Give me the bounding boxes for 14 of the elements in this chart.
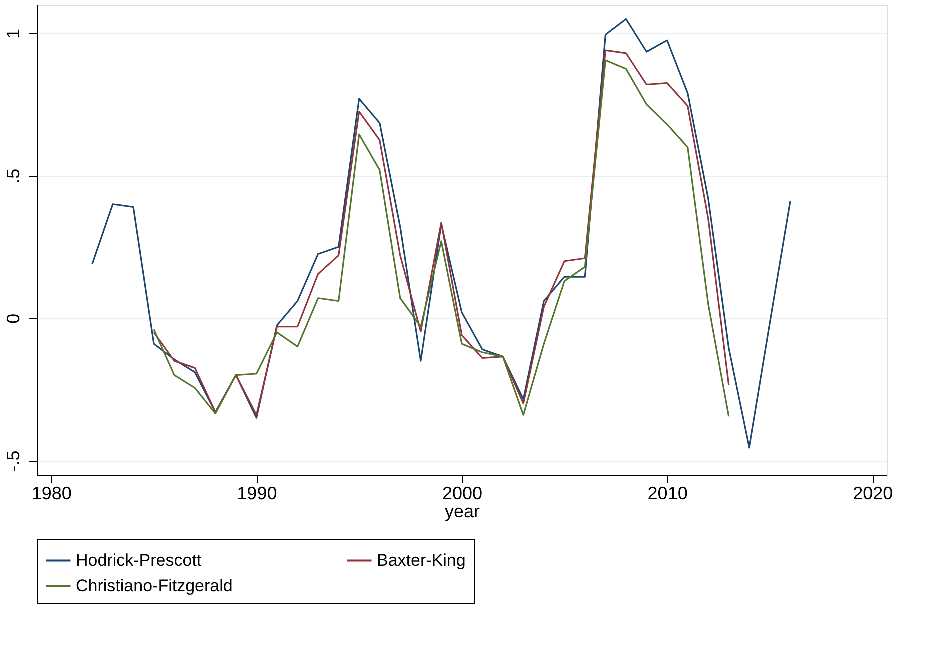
x-tick-label: 2020 xyxy=(853,484,894,504)
line-series xyxy=(92,18,792,449)
y-tick-label: .5 xyxy=(4,168,24,184)
legend-label: Baxter-King xyxy=(377,550,466,570)
y-tick-label: -.5 xyxy=(4,450,24,472)
x-tick-label: 1980 xyxy=(32,484,72,504)
legend-label: Hodrick-Prescott xyxy=(76,550,202,570)
x-tick-label: 1990 xyxy=(237,484,278,504)
x-tick-label: 2010 xyxy=(648,484,688,504)
y-tick-label: 1 xyxy=(4,28,24,39)
y-tick-label: 0 xyxy=(4,314,24,324)
x-tick-label: 2000 xyxy=(442,484,483,504)
x-axis-title: year xyxy=(444,502,480,522)
legend-label: Christiano-Fitzgerald xyxy=(76,576,233,596)
